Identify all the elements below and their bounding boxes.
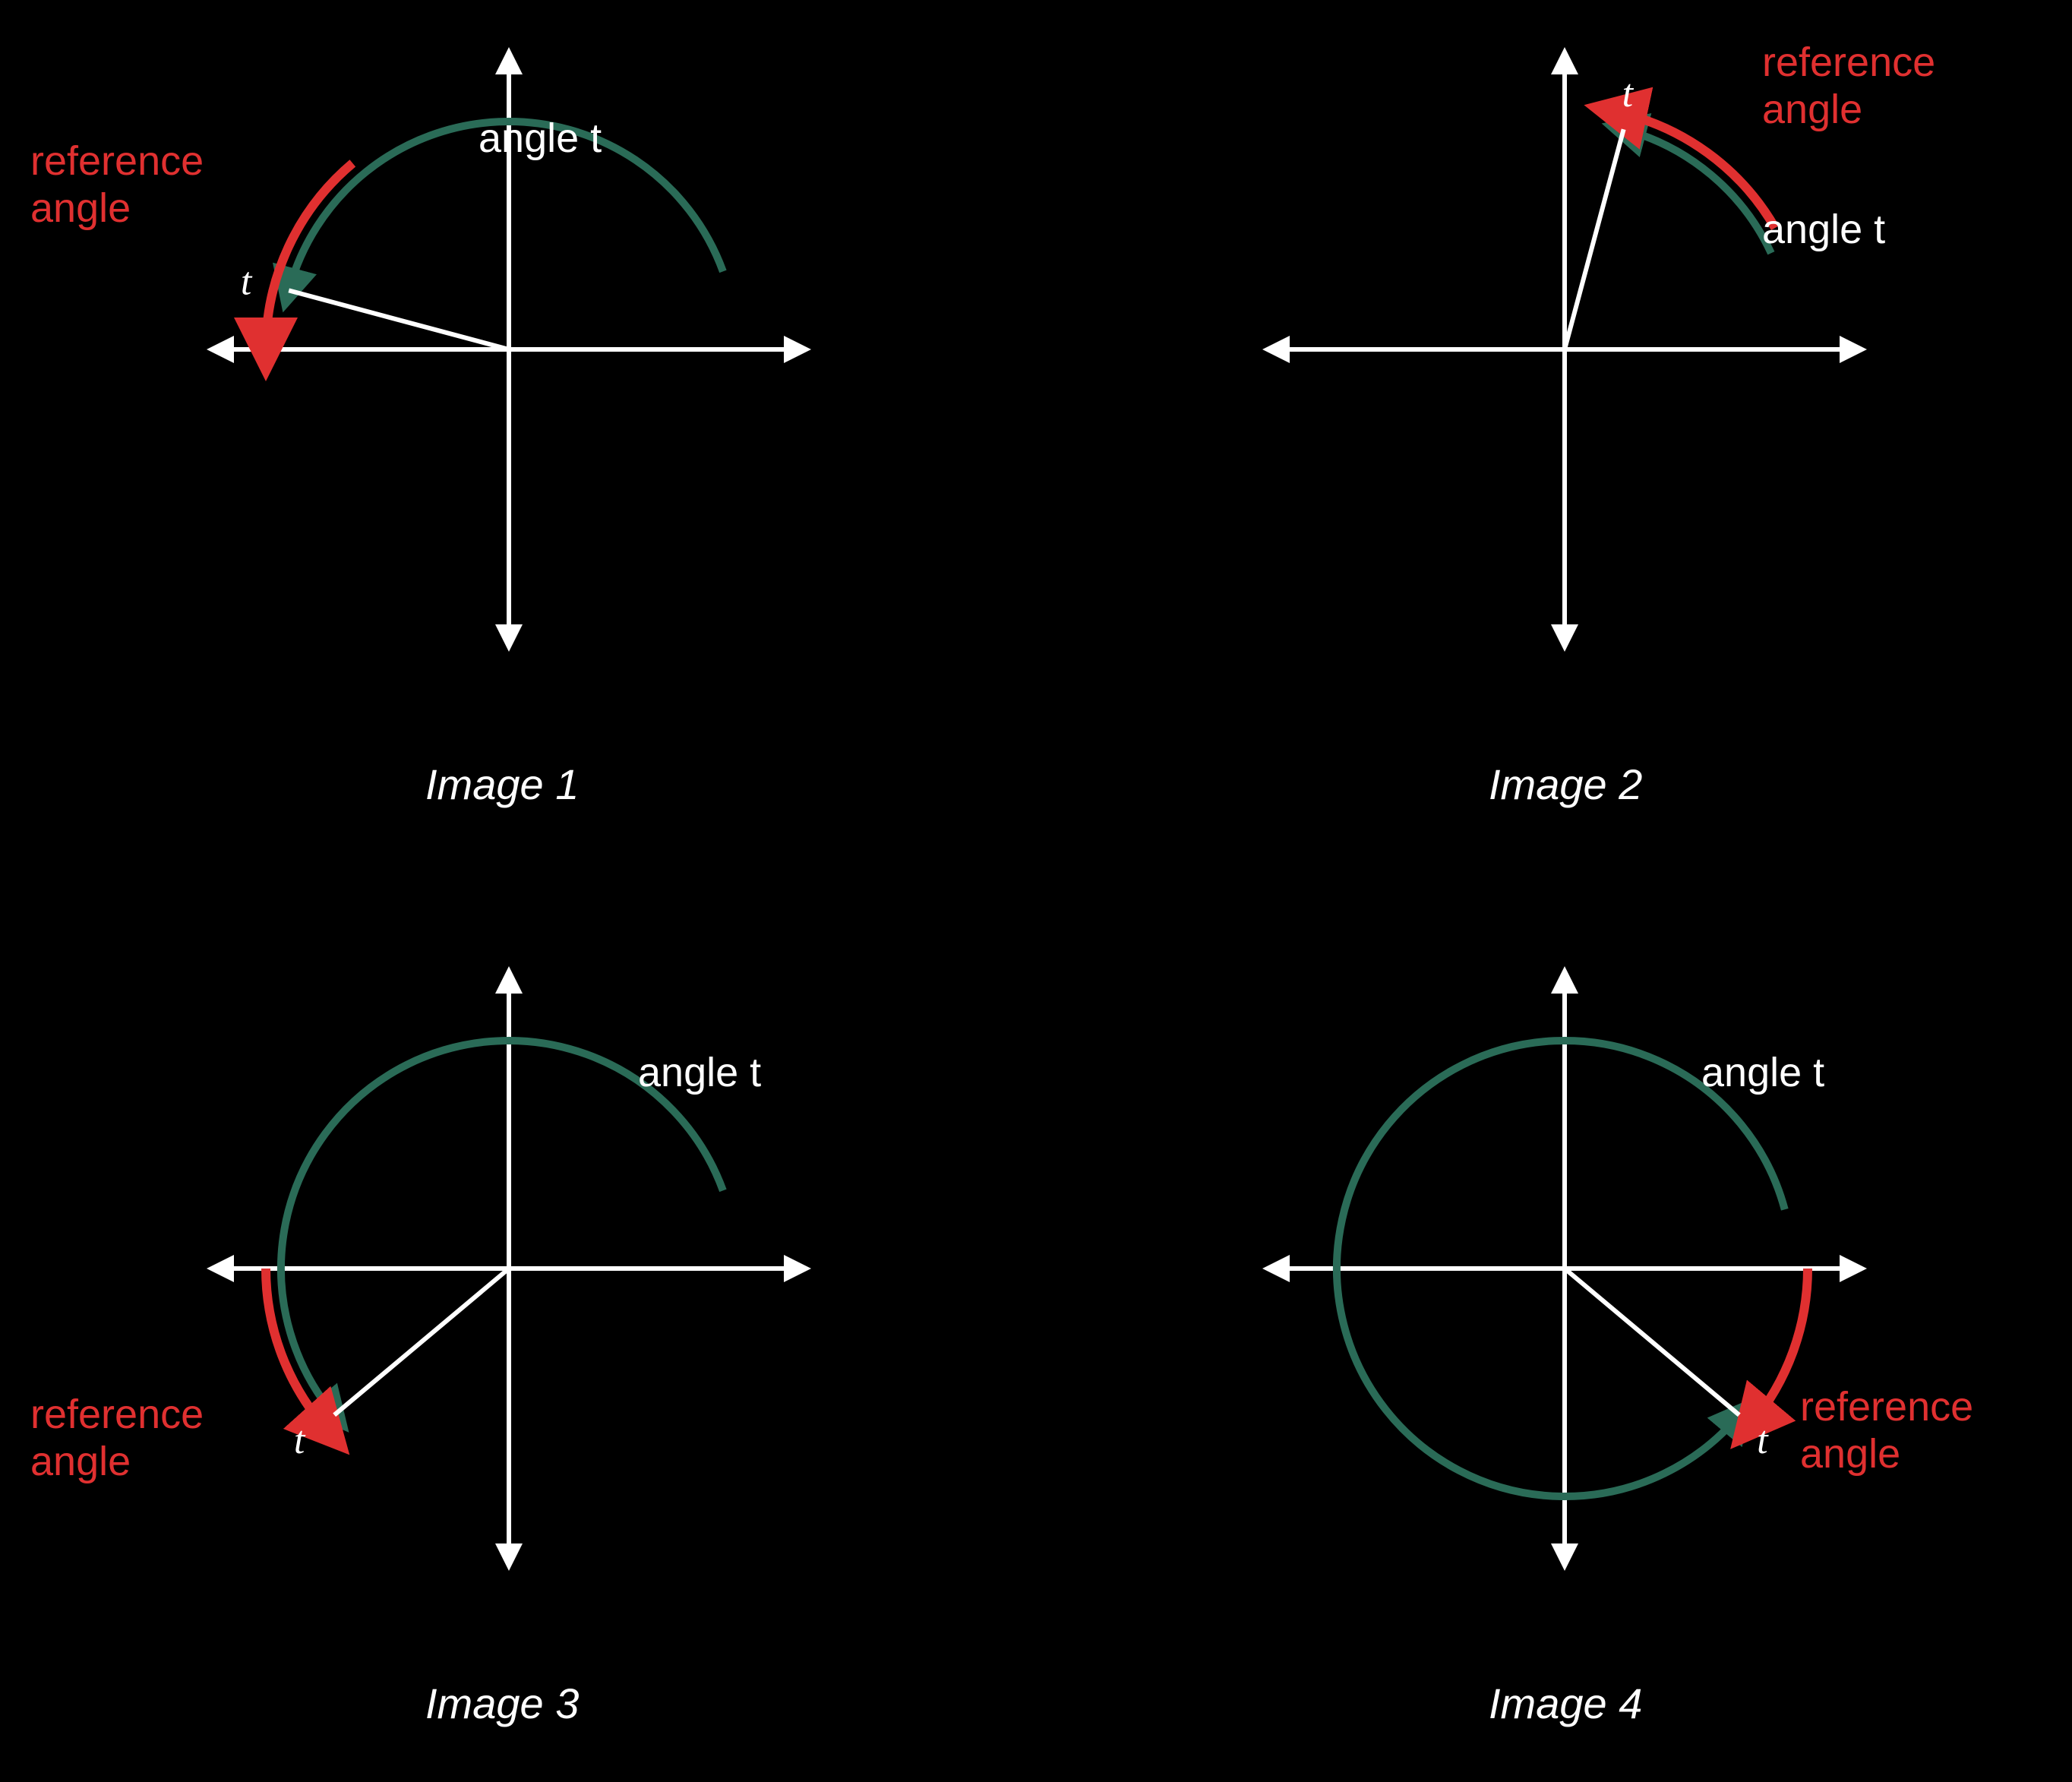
angle-t-label: angle t xyxy=(638,1050,761,1095)
reference-angle-arc xyxy=(1751,1269,1808,1425)
caption-b: Image 2 xyxy=(1489,760,1642,809)
angle-t-label: angle t xyxy=(1701,1050,1824,1095)
reference-label-line1: reference xyxy=(1762,39,1935,85)
terminal-label: t xyxy=(1622,72,1635,115)
caption-c: Image 3 xyxy=(425,1679,579,1728)
terminal-side xyxy=(1565,129,1624,349)
angle-t-arc xyxy=(281,1041,723,1415)
terminal-label: t xyxy=(241,260,253,303)
terminal-label: t xyxy=(294,1419,306,1462)
terminal-side xyxy=(1565,1269,1739,1415)
angle-t-label: angle t xyxy=(479,115,602,161)
reference-label-line2: angle xyxy=(1800,1431,1900,1477)
reference-label-line2: angle xyxy=(1762,87,1862,132)
reference-label-line1: reference xyxy=(30,1392,204,1437)
terminal-side xyxy=(289,290,509,349)
reference-angle-arc xyxy=(266,163,352,349)
terminal-label: t xyxy=(1757,1419,1769,1462)
angle-t-label: angle t xyxy=(1762,207,1885,252)
caption-d: Image 4 xyxy=(1489,1679,1642,1728)
terminal-side xyxy=(334,1269,509,1415)
reference-label-line1: reference xyxy=(30,138,204,184)
reference-label-line1: reference xyxy=(1800,1384,1973,1430)
caption-a: Image 1 xyxy=(425,760,579,809)
reference-label-line2: angle xyxy=(30,1439,131,1484)
reference-angle-arc xyxy=(1616,112,1776,228)
reference-label-line2: angle xyxy=(30,185,131,231)
reference-angle-diagram: tangle treferenceangletangle treferencea… xyxy=(0,0,2072,1782)
